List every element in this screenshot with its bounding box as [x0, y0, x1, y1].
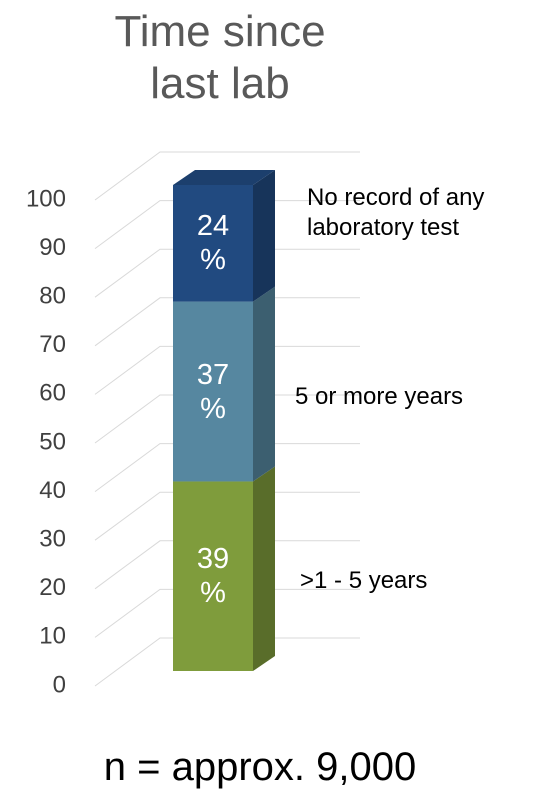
value-label: 39 % — [196, 543, 230, 610]
grid-line — [94, 248, 360, 298]
y-tick-label: 90 — [39, 234, 66, 261]
y-tick-label: 10 — [39, 623, 66, 650]
y-tick-label: 70 — [39, 331, 66, 358]
segment-label: No record of any laboratory test — [307, 184, 485, 242]
grid-line — [94, 540, 360, 590]
bar-segment — [173, 481, 253, 671]
y-tick-label: 20 — [39, 574, 66, 601]
grid-line — [94, 394, 360, 444]
bar-segment — [173, 301, 253, 482]
bar-top — [173, 170, 275, 185]
grid-line — [94, 345, 360, 395]
y-tick-label: 50 — [39, 428, 66, 455]
grid-line — [94, 443, 360, 493]
value-label: 24 % — [196, 210, 230, 277]
grid-line — [94, 151, 360, 201]
y-tick-label: 0 — [53, 671, 66, 698]
grid-line — [94, 491, 360, 541]
y-tick-label: 60 — [39, 380, 66, 407]
segment-label: 5 or more years — [295, 382, 464, 410]
bar-side — [253, 466, 275, 671]
grid-line — [94, 200, 360, 250]
y-tick-label: 30 — [39, 526, 66, 553]
bar-side — [253, 286, 275, 482]
chart-title: Time since last lab — [114, 7, 326, 108]
grid-line — [94, 588, 360, 638]
grid-line — [94, 297, 360, 347]
y-tick-label: 40 — [39, 477, 66, 504]
y-tick-label: 100 — [26, 185, 66, 212]
segment-label: >1 - 5 years — [300, 567, 428, 595]
grid-line — [94, 637, 360, 687]
footnote: n = approx. 9,000 — [103, 745, 417, 789]
y-tick-label: 80 — [39, 283, 66, 310]
bar-segment — [173, 185, 253, 302]
value-label: 37 % — [196, 358, 230, 425]
bar-side — [253, 170, 275, 302]
